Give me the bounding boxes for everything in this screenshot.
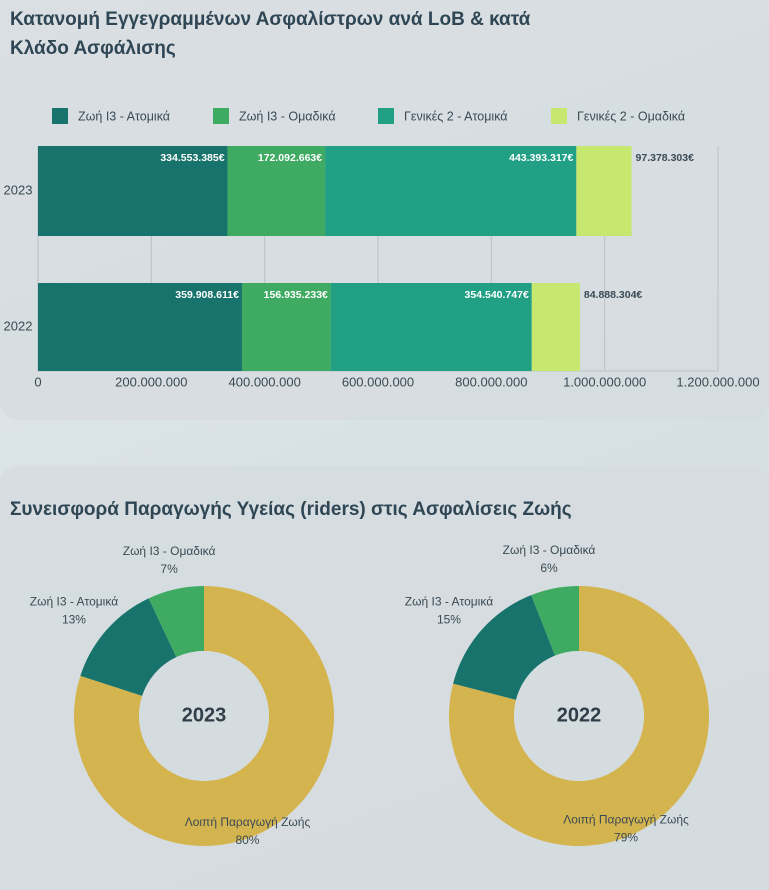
legend-label: Ζωή Ι3 - Ατομικά <box>78 109 170 123</box>
x-tick-label: 600.000.000 <box>342 374 414 389</box>
slice-value: 7% <box>160 562 178 576</box>
x-tick-label: 200.000.000 <box>115 374 187 389</box>
legend-swatch <box>213 108 229 124</box>
center-label: 2023 <box>182 704 227 726</box>
donut-slice <box>148 586 204 658</box>
slice-value: 6% <box>540 561 558 575</box>
bar-segment <box>241 283 331 371</box>
value-label: 443.393.317€ <box>509 152 573 164</box>
slice-value: 79% <box>614 830 638 844</box>
chart-title: Συνεισφορά Παραγωγής Υγείας (riders) στι… <box>10 499 572 520</box>
slice-label: Λοιπή Παραγωγή Ζωής <box>185 815 311 829</box>
legend-label: Γενικές 2 - Ομαδικά <box>577 109 685 123</box>
value-label: 84.888.304€ <box>584 289 643 301</box>
slice-label: Ζωή Ι3 - Ατομικά <box>405 594 493 608</box>
value-label: 354.540.747€ <box>465 289 529 301</box>
bar-segment <box>330 283 532 371</box>
legend-swatch <box>378 108 394 124</box>
x-tick-label: 1.000.000.000 <box>563 374 646 389</box>
x-tick-label: 400.000.000 <box>229 374 301 389</box>
x-tick-label: 800.000.000 <box>455 374 527 389</box>
donut-slice <box>74 586 335 847</box>
legend-swatch <box>551 108 567 124</box>
legend-label: Ζωή Ι3 - Ομαδικά <box>239 109 336 123</box>
bar-segment <box>38 146 228 236</box>
center-label: 2022 <box>557 704 602 726</box>
bar-segment <box>38 283 242 371</box>
value-label: 172.092.663€ <box>258 152 322 164</box>
donut-slice <box>80 598 177 696</box>
x-tick-label: 1.200.000.000 <box>676 374 759 389</box>
donut-slice <box>453 595 556 700</box>
slice-value: 15% <box>437 612 461 626</box>
slice-label: Ζωή Ι3 - Ατομικά <box>30 594 118 608</box>
slice-value: 13% <box>62 612 86 626</box>
bar-segment <box>531 283 580 371</box>
y-tick-label: 2023 <box>4 182 33 197</box>
donut-slice <box>448 586 710 846</box>
bar-segment <box>227 146 326 236</box>
legend-swatch <box>52 108 68 124</box>
chart-title: Κατανομή Εγγεγραμμένων Ασφαλίστρων ανά L… <box>10 9 531 59</box>
donut-hole <box>139 651 269 781</box>
x-tick-label: 0 <box>34 374 41 389</box>
value-label: 334.553.385€ <box>160 152 224 164</box>
value-label: 156.935.233€ <box>264 289 328 301</box>
slice-label: Ζωή Ι3 - Ομαδικά <box>503 543 596 557</box>
donut-hole <box>514 651 644 781</box>
value-label: 97.378.303€ <box>636 152 695 164</box>
donut-slice <box>531 586 579 656</box>
legend-label: Γενικές 2 - Ατομικά <box>404 109 508 123</box>
slice-label: Ζωή Ι3 - Ομαδικά <box>123 544 216 558</box>
bar-segment <box>576 146 632 236</box>
value-label: 359.908.611€ <box>175 289 239 301</box>
slice-value: 80% <box>235 833 259 847</box>
slice-label: Λοιπή Παραγωγή Ζωής <box>563 812 689 826</box>
y-tick-label: 2022 <box>4 318 33 333</box>
bar-segment <box>325 146 577 236</box>
